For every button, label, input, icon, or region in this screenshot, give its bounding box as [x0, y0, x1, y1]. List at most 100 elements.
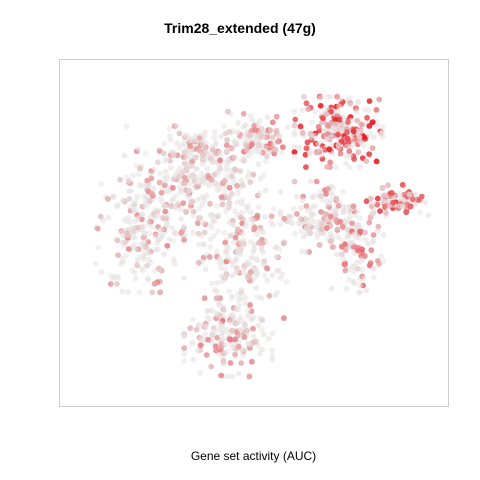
cell-point — [383, 210, 389, 216]
cell-point — [176, 130, 183, 137]
cell-point — [229, 294, 236, 301]
cell-point — [243, 147, 250, 154]
cell-point — [178, 230, 184, 236]
cell-point — [169, 197, 176, 204]
cell-point — [230, 314, 237, 321]
cell-point — [187, 325, 194, 331]
cell-point — [144, 182, 151, 189]
cell-point — [299, 197, 306, 204]
cell-point — [149, 190, 155, 197]
cell-point — [354, 117, 360, 124]
cell-point — [134, 262, 141, 269]
cell-point — [195, 215, 202, 221]
cell-point — [207, 221, 214, 228]
cell-point — [277, 208, 284, 215]
cell-point — [208, 177, 215, 183]
cell-point — [253, 266, 259, 272]
cell-point — [363, 198, 370, 205]
cell-point — [135, 146, 142, 152]
cell-point — [308, 178, 314, 185]
cell-point — [370, 232, 377, 238]
cell-point — [211, 286, 218, 293]
cell-point — [94, 225, 101, 232]
cell-point — [232, 249, 239, 256]
cell-point — [380, 258, 387, 265]
cell-point — [343, 152, 349, 159]
cell-point — [264, 114, 271, 120]
cell-point — [250, 333, 257, 340]
cell-point — [178, 216, 185, 223]
cell-point — [177, 144, 183, 151]
cell-point — [231, 138, 238, 144]
cell-point — [359, 266, 365, 273]
cell-point — [167, 133, 173, 140]
cell-point — [301, 93, 307, 100]
cell-point — [360, 275, 367, 282]
cell-point — [207, 244, 214, 251]
cell-point — [347, 101, 354, 108]
cell-point — [315, 123, 322, 130]
cell-point — [205, 336, 211, 343]
cell-point — [221, 123, 228, 129]
cell-point — [139, 216, 145, 223]
cell-point — [371, 274, 377, 281]
cell-point — [363, 287, 370, 294]
cell-point — [136, 289, 143, 296]
cell-point — [356, 289, 362, 296]
cell-point — [245, 261, 252, 267]
cell-point — [244, 312, 251, 319]
cell-point — [227, 360, 234, 366]
cell-point — [157, 170, 164, 177]
cell-point — [292, 116, 299, 123]
cell-point — [212, 343, 219, 349]
cell-point — [289, 213, 295, 220]
cell-point — [235, 306, 241, 313]
cell-point — [173, 123, 180, 129]
cell-point — [364, 114, 370, 121]
cell-point — [223, 248, 230, 255]
cell-point — [144, 262, 151, 269]
cell-point — [134, 215, 141, 222]
cell-point — [390, 199, 396, 206]
cell-point — [181, 345, 188, 351]
cell-point — [232, 234, 239, 241]
cell-point — [234, 182, 240, 189]
cell-point — [272, 292, 279, 299]
cell-point — [159, 227, 165, 233]
cell-point — [176, 165, 183, 172]
cell-point — [366, 123, 373, 129]
cell-point — [125, 214, 132, 221]
cell-point — [246, 132, 253, 139]
cell-point — [291, 122, 298, 129]
cell-point — [263, 153, 270, 160]
cell-point — [275, 138, 281, 145]
cell-point — [193, 326, 200, 333]
cell-point — [127, 219, 134, 226]
cell-point — [227, 319, 234, 326]
cell-point — [161, 214, 168, 221]
cell-point — [125, 246, 132, 252]
cell-point — [98, 180, 104, 187]
cell-point — [166, 236, 173, 243]
cell-point — [162, 168, 169, 175]
cell-point — [242, 300, 249, 307]
cell-point — [119, 239, 126, 246]
cell-point — [196, 135, 203, 141]
cell-point — [379, 184, 386, 191]
cell-point — [213, 295, 220, 302]
cell-point — [196, 321, 202, 328]
cell-point — [145, 249, 152, 256]
cell-point — [110, 193, 117, 200]
cell-point — [335, 234, 342, 241]
cell-point — [269, 134, 276, 141]
cell-point — [123, 252, 129, 259]
cell-point — [329, 244, 336, 251]
cell-point — [211, 134, 218, 141]
cell-point — [331, 124, 337, 131]
cell-point — [262, 158, 269, 165]
cell-point — [243, 142, 250, 149]
cell-point — [200, 335, 207, 342]
cell-point — [384, 198, 391, 205]
cell-point — [343, 216, 349, 223]
